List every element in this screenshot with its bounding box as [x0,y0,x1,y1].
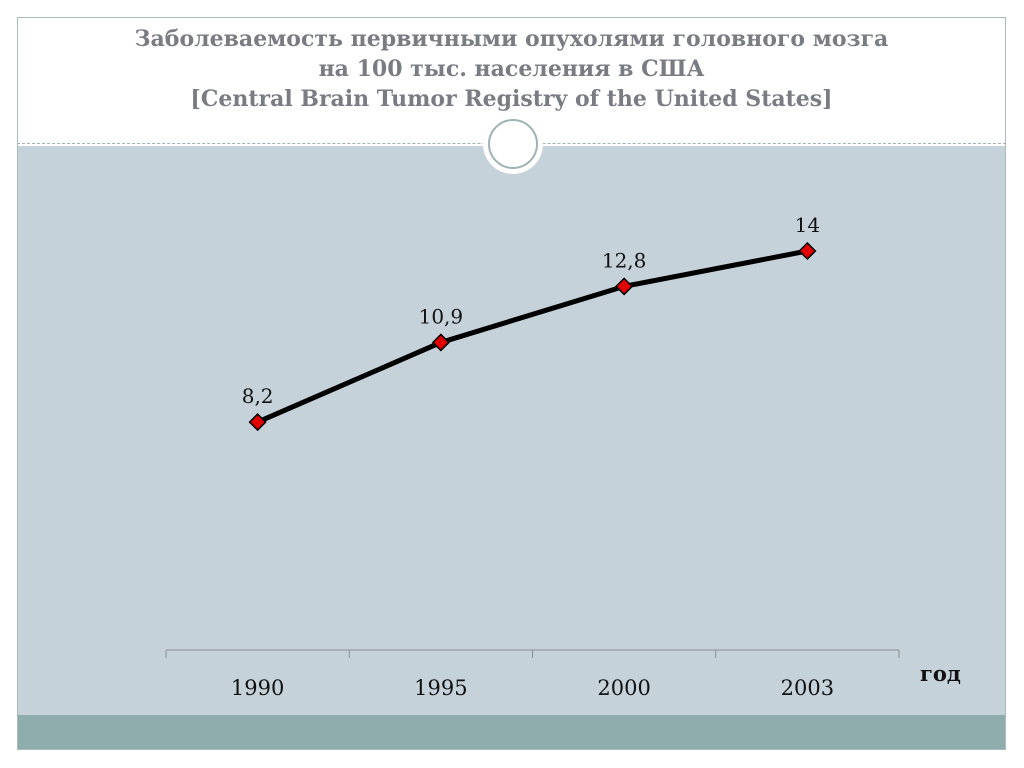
x-axis: 1990 1995 2000 2003 [165,649,900,700]
data-label: 14 [795,213,820,237]
series-line-group [256,248,808,425]
data-point-marker [615,277,634,296]
bottom-band [18,715,1005,749]
series-markers [248,241,817,432]
data-label: 10,9 [419,304,464,328]
x-tick-label: 2000 [597,676,650,700]
x-tick-label: 1995 [414,676,467,700]
data-label: 8,2 [242,384,274,408]
title-line-3: [Central Brain Tumor Registry of the Uni… [190,86,833,112]
x-tick-label: 2003 [781,676,834,700]
x-tick-label: 1990 [231,676,284,700]
data-label: 12,8 [602,248,647,272]
data-point-marker [431,333,450,352]
data-point-marker [248,413,267,432]
data-labels: 8,2 10,9 12,8 14 [242,213,820,408]
plot-background [18,146,1005,715]
title-line-1: Заболеваемость первичными опухолями голо… [134,26,889,52]
decorative-circle-ring [488,119,538,169]
series-line [256,248,808,425]
title-line-2: на 100 тыс. населения в США [318,56,705,82]
data-point-marker [798,241,817,261]
chart-title: Заболеваемость первичными опухолями голо… [17,24,1006,114]
x-axis-title: год [920,661,961,686]
